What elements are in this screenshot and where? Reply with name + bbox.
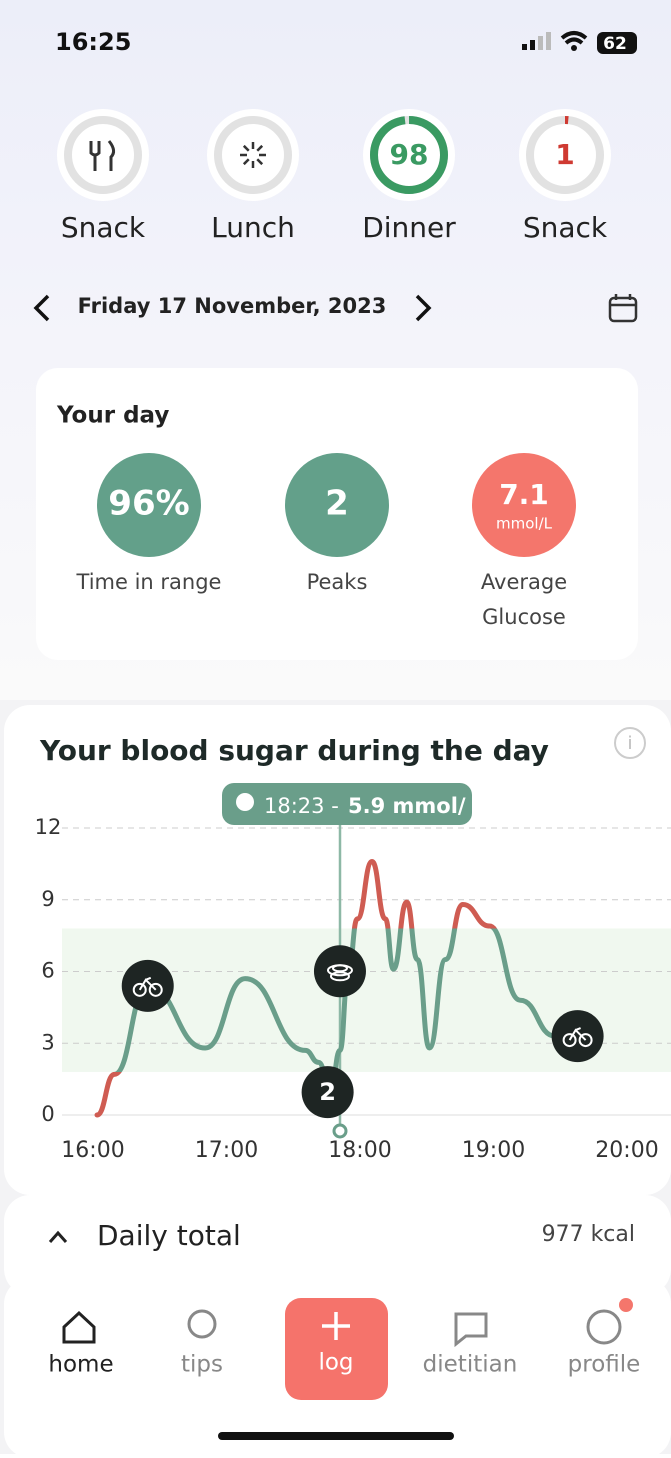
stat-value: 2 xyxy=(325,484,349,524)
wifi xyxy=(571,45,577,51)
total-card xyxy=(4,1195,671,1295)
bike-wheel xyxy=(148,982,163,997)
y-tick-label: 12 xyxy=(35,815,62,839)
glucose-line xyxy=(113,928,581,1072)
nav-label[interactable]: dietitian xyxy=(423,1352,518,1378)
meal-score: 1 xyxy=(555,138,574,171)
meal-ring xyxy=(214,116,292,194)
signal xyxy=(522,32,551,50)
y-tick-label: 9 xyxy=(41,887,54,911)
stat-circle xyxy=(472,453,576,557)
peak-label: 2 xyxy=(319,1078,336,1106)
x-tick-label: 16:00 xyxy=(61,1138,124,1163)
prev-day[interactable] xyxy=(33,294,50,322)
home-icon[interactable] xyxy=(62,1310,96,1344)
stat-label: Glucose xyxy=(482,605,566,629)
calendar[interactable] xyxy=(608,294,638,323)
x-tick-label: 17:00 xyxy=(195,1138,258,1163)
peak-marker xyxy=(301,1066,354,1119)
stat-unit: mmol/L xyxy=(496,515,553,533)
bike-wheel xyxy=(562,1033,577,1048)
y-tick-label: 6 xyxy=(41,959,54,983)
dietitian-icon[interactable] xyxy=(454,1312,488,1348)
stat-label: Average xyxy=(481,570,567,594)
x-tick-label: 18:00 xyxy=(328,1138,391,1163)
bike-frame xyxy=(138,976,157,991)
bike-wheel xyxy=(578,1033,593,1048)
bike-wheel xyxy=(132,982,147,997)
home-indicator xyxy=(218,1432,454,1440)
battery-level: 62 xyxy=(603,34,627,54)
nav-label[interactable]: home xyxy=(48,1352,113,1378)
nav-label[interactable]: tips xyxy=(181,1352,223,1378)
meal-icon xyxy=(242,158,250,166)
nav-label[interactable]: log xyxy=(318,1350,353,1376)
card-title: Your day xyxy=(56,403,169,429)
stat-value: 96% xyxy=(108,484,189,524)
info-icon: i xyxy=(627,733,632,754)
x-tick-label: 20:00 xyxy=(595,1138,658,1163)
stat-label: Time in range xyxy=(76,570,222,594)
tooltip-value: 5.9 mmol/ xyxy=(348,794,466,818)
meal-label: Lunch xyxy=(211,211,295,244)
date: Friday 17 November, 2023 xyxy=(78,294,387,318)
bike-frame xyxy=(568,1027,587,1041)
meal-row[interactable]: Snack Lunch Dinner 98 Snack 1 xyxy=(57,109,611,244)
log-button[interactable] xyxy=(285,1298,388,1400)
meal-icon xyxy=(256,144,264,152)
collapse[interactable] xyxy=(48,1230,68,1243)
next-day[interactable] xyxy=(415,294,432,322)
meal-icon xyxy=(89,140,116,171)
x-tick-label: 19:00 xyxy=(462,1138,525,1163)
wifi xyxy=(560,31,588,45)
total-value: 977 kcal xyxy=(542,1222,635,1247)
meal-icon xyxy=(242,144,250,152)
tooltip xyxy=(222,783,472,825)
meal-label: Dinner xyxy=(362,211,456,244)
stat-circle xyxy=(285,453,389,557)
stat-value: 7.1 xyxy=(499,478,549,511)
cursor-dot xyxy=(332,1123,348,1139)
meal-score: 98 xyxy=(390,138,429,171)
chart-title: Your blood sugar during the day xyxy=(39,734,549,767)
plus-icon xyxy=(322,1312,350,1340)
chart: 0 3 6 9 12 16:00 17:00 18:00 19:00 20:00 18:23 - 5.… xyxy=(35,783,671,1163)
y-tick-label: 3 xyxy=(41,1030,54,1054)
score-ring xyxy=(526,116,604,194)
battery xyxy=(597,32,637,54)
info[interactable] xyxy=(614,727,646,759)
meal-label: Snack xyxy=(523,211,608,244)
exercise-marker xyxy=(551,1010,604,1063)
notification-dot xyxy=(619,1298,633,1312)
score-ring xyxy=(370,116,448,194)
total-label: Daily total xyxy=(97,1219,241,1252)
clock-icon xyxy=(236,793,254,811)
stones-icon xyxy=(331,964,348,973)
nav-label[interactable]: profile xyxy=(568,1352,641,1378)
tips-icon[interactable] xyxy=(187,1309,217,1339)
profile-icon[interactable] xyxy=(586,1309,622,1345)
stat-label: Peaks xyxy=(307,570,368,594)
exercise-marker xyxy=(121,959,174,1012)
tooltip-time: 18:23 - xyxy=(264,794,339,818)
y-tick-label: 0 xyxy=(41,1102,54,1126)
meal-ring xyxy=(64,116,142,194)
meal-label: Snack xyxy=(61,211,146,244)
status-time: 16:25 xyxy=(55,28,131,56)
meal-icon xyxy=(256,158,264,166)
stat-circle xyxy=(97,453,201,557)
